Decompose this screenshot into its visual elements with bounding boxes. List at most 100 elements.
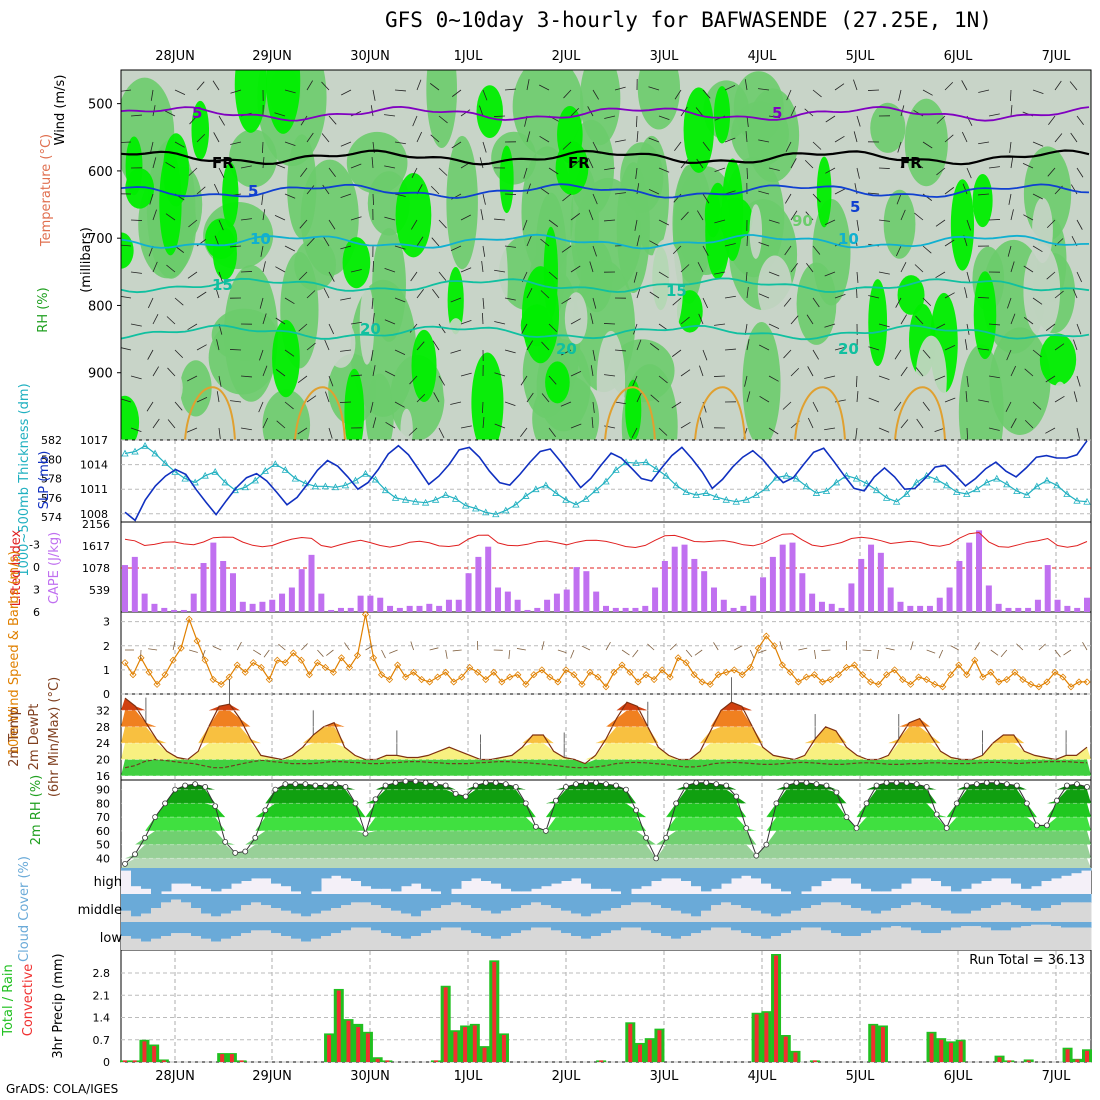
cape-bar — [750, 595, 757, 612]
wind-barb — [1076, 375, 1081, 387]
rh-tick: 40 — [96, 852, 110, 865]
thickness-point — [822, 487, 831, 495]
wind-barb — [540, 290, 550, 299]
cloud-cell — [331, 922, 342, 934]
cloud-cell — [781, 933, 792, 950]
wind-barb — [412, 115, 418, 127]
cloud-cell — [241, 933, 252, 950]
cape-bar — [200, 563, 207, 612]
rh-point — [342, 783, 349, 790]
rh-field — [442, 318, 470, 424]
wind-barb — [798, 647, 808, 651]
wind-barb — [910, 641, 914, 651]
cloud-cell — [751, 868, 762, 879]
cloud-cell — [1061, 927, 1072, 950]
cloud-cell — [771, 936, 782, 950]
cloud-cell — [701, 922, 712, 931]
thickness-point — [512, 500, 520, 508]
cloud-cell — [231, 936, 242, 950]
cloud-cell — [741, 868, 752, 876]
thickness-point — [993, 474, 1001, 482]
rh-point — [182, 782, 189, 789]
cloud-cell — [471, 894, 482, 908]
rh-point — [1023, 800, 1030, 807]
wind-barb — [759, 344, 770, 351]
wind-point — [778, 661, 786, 669]
cloud-cell — [1041, 922, 1052, 925]
wind-barb — [370, 349, 374, 361]
wind-barb — [648, 86, 660, 91]
day-label-top: 30JUN — [350, 49, 390, 64]
wind-barb — [1010, 418, 1017, 429]
cloud-cell — [561, 910, 572, 922]
cloud-cell — [551, 868, 562, 884]
cape-bar — [563, 589, 570, 612]
wind-barb — [649, 240, 660, 247]
wind-barb — [862, 649, 872, 652]
cloud-cell — [1031, 868, 1042, 887]
cloud-cell — [381, 908, 392, 922]
isotherm-line — [694, 386, 746, 440]
cloud-cell — [781, 868, 792, 892]
cape-bar — [926, 605, 933, 612]
wind-barb — [482, 89, 488, 101]
cloud-cell — [531, 922, 542, 928]
cloud-cell — [341, 922, 352, 931]
cloud-cell — [231, 894, 242, 911]
wind-barb — [350, 163, 362, 169]
cloud-cell — [941, 868, 952, 887]
cloud-cell — [381, 922, 392, 934]
wind-point — [482, 675, 490, 684]
cape-tick: 1078 — [82, 562, 110, 575]
wind-barb — [260, 245, 264, 257]
cloud-cell — [201, 913, 212, 922]
wind-barb — [961, 80, 968, 91]
rh-tick: 80 — [96, 797, 110, 810]
wind-barb — [394, 141, 406, 145]
thickness-point — [191, 478, 199, 486]
wind-barb — [539, 84, 550, 91]
thickness-point — [732, 497, 740, 505]
cloud-cell — [871, 894, 882, 914]
wind-barb — [460, 372, 472, 377]
cloud-cell — [491, 894, 502, 914]
cloud-cell — [461, 868, 472, 881]
cloud-cell — [721, 902, 732, 922]
wind-barb — [635, 167, 638, 179]
cloud-cell — [691, 894, 702, 917]
cloud-cell — [161, 894, 172, 903]
thickness-point — [682, 488, 690, 495]
wind-barb — [526, 235, 532, 247]
rh-point — [903, 779, 910, 786]
thickness-point — [722, 495, 730, 503]
cloud-cell — [791, 868, 802, 894]
wind-barb — [699, 365, 704, 377]
wind-barb — [1032, 193, 1043, 200]
wind-barb — [744, 375, 748, 387]
cape-bar — [288, 587, 295, 612]
wind-barb — [636, 115, 638, 128]
cloud-cell — [211, 894, 222, 917]
cloud-cell — [611, 930, 622, 950]
cloud-cell — [651, 922, 662, 934]
cloud-cell — [711, 927, 722, 950]
wind-barb — [570, 213, 581, 221]
thickness-point — [802, 482, 811, 490]
wind-point — [321, 663, 329, 672]
cloud-cell — [431, 922, 442, 931]
rh-point — [663, 834, 670, 841]
precip-conv-bar — [346, 1020, 351, 1062]
wind-barb — [650, 394, 660, 403]
thickness-point — [522, 492, 530, 499]
rh-point — [753, 852, 760, 859]
isotherm-label: 5 — [192, 104, 202, 122]
cloud-cell — [781, 913, 792, 922]
pressure-tick: 800 — [88, 299, 113, 314]
cloud-cell — [1081, 902, 1092, 922]
wind-barb — [1069, 81, 1078, 91]
thickness-point — [832, 478, 841, 486]
thickness-point — [361, 469, 370, 477]
wind-barb — [187, 271, 198, 279]
wind-barb — [895, 297, 902, 308]
isotherm-label: 5 — [772, 104, 782, 122]
